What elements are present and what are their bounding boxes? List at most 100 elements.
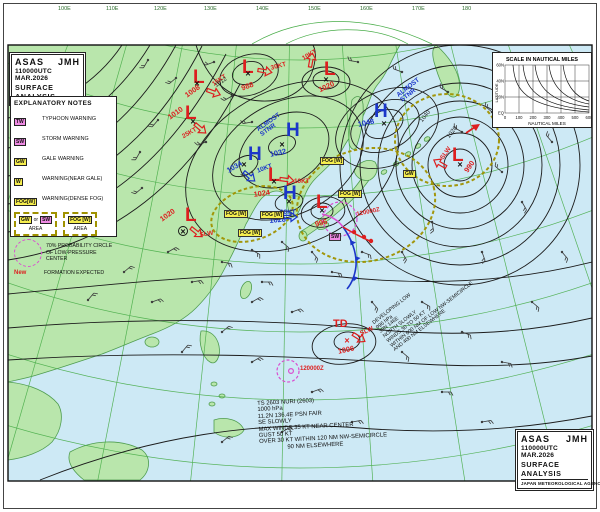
map-frame: [7, 44, 593, 482]
scale-title: SCALE IN NAUTICAL MILES: [506, 57, 578, 63]
station-wind-barb: [165, 76, 178, 85]
indochina: [8, 381, 62, 461]
legend-row-storm: SW STORM WARNING: [14, 136, 89, 146]
sw-tag: SW: [14, 138, 27, 146]
movement-arrow: [257, 65, 273, 77]
scale-x-tick: 300: [544, 115, 552, 120]
station-wind-barb: [480, 250, 486, 264]
station-wind-barb: [400, 250, 407, 264]
scale-x-tick: 600: [586, 115, 592, 120]
station-wind-barb: [360, 250, 372, 260]
movement-arrow: [189, 225, 203, 238]
parallel-line: [8, 424, 592, 469]
station-wind-barb: [290, 308, 304, 314]
chart-code: ASAS: [15, 57, 45, 67]
kuril-island: [380, 169, 388, 175]
movement-arrows: [178, 52, 448, 343]
station-wind-barb: [400, 350, 410, 362]
meridian-line: [97, 45, 183, 481]
scale-curves: [512, 64, 590, 113]
station-wind-barb: [250, 357, 264, 364]
station-wind-barb: [194, 140, 208, 146]
station-wind-barb: [180, 344, 192, 354]
cold-front-pip: [353, 276, 358, 282]
new-label: New: [14, 270, 27, 276]
station-wind-barb: [500, 360, 513, 368]
station-wind-barb: [494, 162, 504, 174]
cold-front-pip: [350, 240, 356, 246]
station-wind-barb: [122, 265, 135, 274]
movement-arrow: [351, 331, 366, 343]
station-wind-barb: [202, 60, 216, 66]
parallel-line: [8, 282, 592, 333]
station-wind-barb: [139, 58, 150, 69]
movement-arrow: [242, 169, 256, 182]
station-wind-barb: [148, 118, 160, 128]
movement-arrow: [433, 158, 448, 170]
scale-x-tick: 400: [558, 115, 566, 120]
warning-area-boundaries: [210, 93, 500, 264]
meridian-line: [8, 45, 127, 460]
parallel-line: [8, 136, 592, 197]
parallel-line: [162, 45, 438, 61]
station-wind-barb: [250, 297, 264, 304]
td-forecast-circle: [276, 359, 300, 383]
station-wind-barb: [190, 280, 204, 284]
scale-x-label: NAUTICAL MILES: [528, 121, 566, 126]
station-wind-barb: [430, 220, 434, 234]
scale-tick-labels: 0 100 200 300 400 500 600 60N 40N 20N EQ: [496, 63, 593, 121]
scale-x-tick: 500: [572, 115, 580, 120]
movement-arrow: [282, 211, 298, 223]
station-wind-barb: [86, 292, 98, 302]
scale-x-tick: 0: [504, 115, 507, 120]
station-wind-barb: [530, 300, 540, 312]
taiwan: [239, 280, 253, 300]
station-wind-barb: [250, 248, 261, 259]
title-box-bottom-right: ASAS JMH 110000UTC MAR.2026 SURFACE ANALY…: [515, 429, 600, 491]
fog-area-sample: FOG [W] AREA: [63, 212, 98, 236]
station-wind-barb: [330, 270, 343, 278]
station-wind-barb: [460, 330, 472, 340]
station-wind-barb: [545, 131, 554, 144]
station-wind-barb: [480, 420, 494, 424]
station-wind-barb: [347, 56, 360, 64]
scale-diagram: SCALE IN NAUTICAL MILES 0 100 200 300 400 500…: [494, 57, 593, 126]
explanatory-notes-panel: EXPLANATORY NOTES TW TYPHOON WARNING SW ST…: [10, 96, 117, 276]
warm-front-pip: [361, 234, 367, 240]
w-tag: W: [14, 178, 23, 186]
island: [208, 401, 216, 407]
station-wind-barb: [350, 420, 364, 424]
station-wind-barb: [150, 298, 164, 304]
pressure-center-circle: [178, 226, 188, 236]
station-wind-barb: [240, 120, 254, 124]
movement-arrow: [193, 121, 207, 134]
scale-grid: [504, 64, 590, 114]
station-wind-barb: [392, 64, 404, 74]
station-wind-barb: [166, 247, 180, 254]
legend-row-warning: W WARNING(NEAR GALE): [14, 176, 103, 186]
legend-area-samples: GW or SW AREA FOG [W] AREA: [14, 212, 113, 236]
scale-x-tick: 200: [530, 115, 538, 120]
cold-front: [342, 226, 357, 290]
station-wind-barb: [310, 250, 319, 263]
probability-circle-sample: [14, 239, 42, 267]
td-symbol: [288, 368, 295, 375]
station-wind-barb: [131, 150, 142, 161]
island: [218, 393, 226, 399]
station-wind-barb: [560, 250, 569, 263]
scale-x-tick: 100: [516, 115, 524, 120]
isobar-layer: [8, 45, 592, 481]
new-text: FORMATION EXPECTED: [44, 270, 105, 276]
gale-area-east-japan: [295, 146, 437, 264]
scale-y-tick: 60N: [496, 63, 504, 68]
parallel-line: [8, 210, 592, 265]
hainan: [144, 336, 160, 348]
tw-tag: TW: [14, 118, 26, 126]
meridian-line: [450, 45, 560, 481]
station-wind-barb: [420, 300, 431, 311]
gw-tag: GW: [14, 158, 27, 166]
meridian-line: [395, 45, 466, 481]
fog-area-japan-sea: [210, 185, 294, 243]
station-wind-barb: [220, 325, 233, 334]
